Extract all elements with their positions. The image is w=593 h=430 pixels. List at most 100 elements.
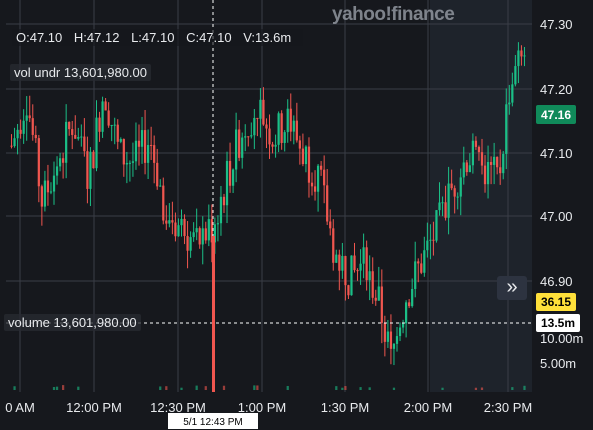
candle-body — [383, 322, 386, 342]
volume-bar — [511, 387, 514, 390]
candle-body — [450, 183, 453, 189]
candle-body — [505, 104, 508, 154]
candle-body — [329, 221, 332, 229]
candle-body — [456, 196, 459, 198]
yahoo-finance-logo: yahoo!finance — [332, 4, 455, 25]
candle-body — [137, 140, 141, 147]
time-tick-label: 12:30 PM — [150, 400, 206, 415]
volume-bar — [62, 385, 65, 390]
candle-body — [313, 186, 317, 192]
time-tick-label: 0 AM — [5, 400, 35, 415]
candle-body — [499, 167, 502, 174]
candle-body — [153, 145, 156, 163]
candle-body — [426, 240, 429, 251]
high-value: H:47.12 — [73, 30, 120, 45]
candle-body — [146, 144, 150, 163]
candle-body — [459, 177, 462, 197]
candle-body — [259, 99, 262, 119]
candle-body — [368, 271, 371, 281]
candle-body — [280, 113, 283, 143]
ohlc-readout: O:47.10 H:47.12 L:47.10 C:47.10 V:13.6m — [12, 29, 304, 46]
time-tick-label: 1:30 PM — [321, 400, 369, 415]
candle-body — [453, 188, 456, 197]
candle-body — [122, 139, 125, 165]
candle-body — [110, 125, 113, 127]
candle-body — [520, 50, 523, 57]
volume-bar — [256, 385, 259, 390]
candle-body — [95, 117, 98, 169]
candle-body — [204, 228, 207, 241]
candle-body — [359, 263, 362, 271]
candle-body — [323, 169, 326, 186]
candle-body — [192, 232, 195, 238]
candle-body — [225, 160, 229, 206]
volume-bar — [344, 386, 347, 390]
candle-body — [46, 180, 50, 193]
volume-value: V:13.6m — [243, 30, 292, 45]
candle-body — [408, 302, 411, 307]
candle-body — [395, 336, 399, 344]
candle-body — [471, 140, 474, 166]
candle-body — [216, 223, 220, 225]
candle-body — [429, 239, 432, 241]
low-value: L:47.10 — [131, 30, 175, 45]
candle-body — [89, 151, 92, 189]
time-tick-label: 2:00 PM — [404, 400, 452, 415]
expand-button[interactable]: » — [497, 276, 527, 300]
candle-body — [468, 165, 471, 173]
candle-body — [493, 156, 496, 165]
candle-body — [523, 55, 526, 57]
candle-body — [171, 220, 174, 223]
candle-body — [34, 134, 37, 139]
candle-body — [496, 156, 499, 168]
candle-body — [165, 220, 168, 224]
vol-undr-label: vol undr 13,601,980.00 — [10, 64, 151, 81]
candle-body — [289, 108, 292, 132]
volume-bar — [204, 386, 207, 390]
candle-body — [304, 146, 308, 165]
candle-body — [22, 120, 25, 134]
candle-body — [438, 202, 441, 211]
candle-body — [31, 118, 34, 135]
volume-level-badge: 36.15 — [541, 295, 571, 309]
candle-body — [201, 228, 204, 245]
candle-body — [316, 165, 320, 192]
candle-body — [356, 270, 359, 272]
crosshair-volume-badge-bg — [536, 314, 580, 332]
candle-body — [307, 146, 311, 183]
candle-body — [125, 163, 128, 165]
candle-body — [417, 261, 420, 264]
candle-body — [16, 129, 19, 139]
candle-body — [362, 247, 365, 264]
candle-body — [347, 285, 350, 296]
candle-body — [398, 327, 402, 337]
candle-body — [207, 219, 210, 241]
candle-body — [74, 134, 77, 139]
candle-body — [420, 263, 423, 273]
crosshair-time-label: 5/1 12:43 PM — [183, 417, 242, 428]
volume-bar — [368, 387, 371, 390]
candle-body — [401, 323, 405, 328]
candle-body — [283, 132, 286, 143]
volume-bar — [341, 387, 344, 390]
candle-body — [213, 224, 216, 243]
candle-body — [444, 202, 447, 218]
candle-body — [486, 162, 490, 185]
candle-body — [116, 124, 119, 142]
candle-body — [156, 162, 159, 187]
candle-body — [77, 136, 80, 139]
price-tick-label: 47.20 — [540, 82, 573, 97]
candle-body — [441, 202, 444, 204]
candle-body — [447, 183, 450, 218]
candle-body — [514, 66, 517, 85]
candle-body — [483, 165, 487, 185]
candle-body — [286, 108, 289, 133]
candle-body — [277, 113, 280, 145]
candle-body — [338, 254, 341, 271]
volume-level-badge-bg — [536, 293, 576, 311]
candle-body — [86, 151, 89, 189]
candle-body — [92, 151, 95, 169]
price-tick-label: 46.90 — [540, 274, 573, 289]
